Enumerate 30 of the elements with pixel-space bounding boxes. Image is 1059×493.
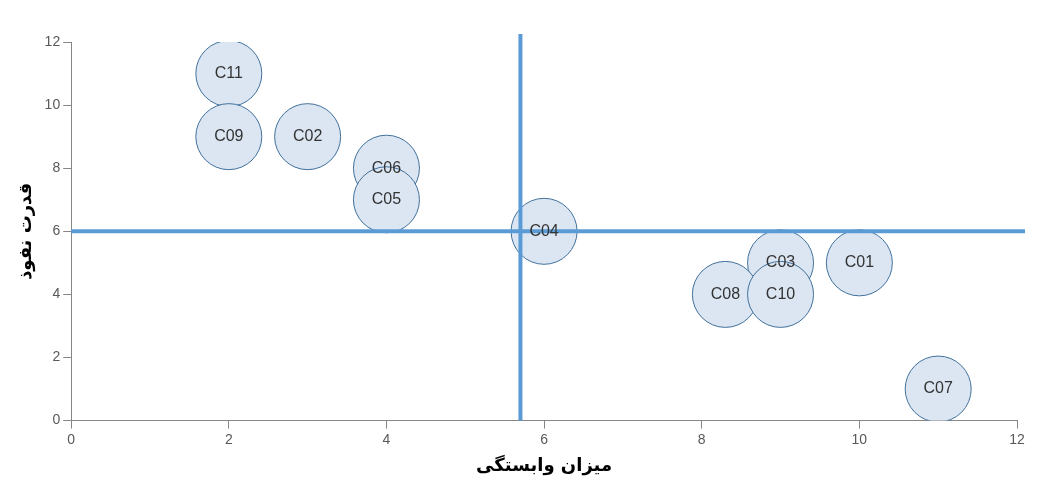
data-label: C02 — [292, 127, 323, 145]
data-label: C09 — [214, 127, 244, 145]
y-tick-label: 4 — [52, 285, 61, 302]
x-axis-title: میزان وابستگی — [476, 453, 613, 476]
data-label: C10 — [765, 284, 796, 302]
point — [195, 42, 263, 108]
x-tick-label: 0 — [67, 430, 76, 447]
y-axis-title: قدرت نفوذ — [14, 182, 37, 280]
x-tick-label: 8 — [697, 430, 706, 447]
x-tick-label: 6 — [540, 430, 549, 447]
data-label: C08 — [710, 284, 741, 302]
point — [274, 103, 342, 171]
data-label: C01 — [844, 253, 875, 271]
y-tick-label: 6 — [52, 222, 61, 239]
x-tick-label: 12 — [1009, 430, 1025, 447]
data-label: C05 — [371, 190, 402, 208]
y-tick-label: 0 — [52, 411, 61, 428]
x-tick-label: 2 — [224, 430, 233, 447]
data-label: C04 — [529, 221, 559, 239]
point — [195, 103, 263, 171]
y-tick-label: 2 — [52, 348, 61, 365]
y-tick-label: 10 — [44, 95, 61, 112]
point — [904, 355, 972, 421]
data-label: C06 — [371, 158, 402, 176]
data-label: C07 — [923, 379, 953, 397]
data-label: C11 — [214, 63, 243, 81]
y-tick-label: 12 — [44, 32, 61, 49]
x-tick-label: 10 — [851, 430, 868, 447]
x-tick-label: 4 — [382, 430, 391, 447]
y-tick-label: 8 — [52, 159, 61, 176]
